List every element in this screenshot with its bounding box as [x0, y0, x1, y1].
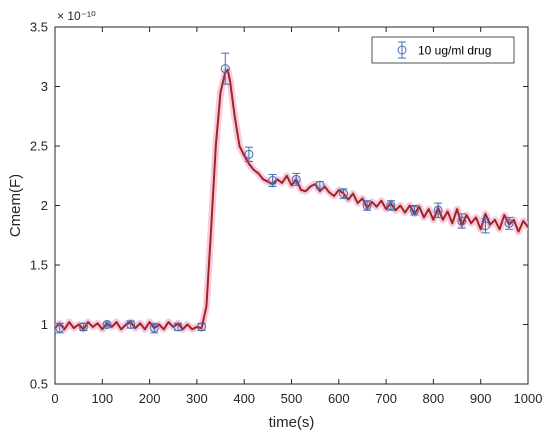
data-point [409, 205, 419, 216]
data-point [362, 200, 372, 211]
x-tick-label: 0 [51, 391, 58, 406]
data-point-marker [244, 149, 254, 159]
data-point [173, 322, 183, 332]
data-point-marker [457, 216, 467, 226]
x-axis-title: time(s) [269, 414, 315, 431]
series-line [55, 68, 528, 331]
data-point-marker [173, 322, 183, 332]
series-layer [55, 66, 528, 333]
data-point [55, 322, 65, 334]
data-point-marker [291, 174, 301, 184]
y-tick-label: 1.5 [30, 258, 48, 273]
legend-label: 10 ug/ml drug [418, 44, 491, 58]
x-tick-label: 700 [375, 391, 397, 406]
data-point-marker [409, 205, 419, 215]
data-point-marker [197, 322, 207, 332]
x-tick-label: 800 [423, 391, 445, 406]
data-point [386, 200, 396, 211]
y-tick-label: 3 [41, 79, 48, 94]
x-tick-label: 1000 [514, 391, 543, 406]
data-point-marker [55, 323, 65, 333]
x-tick-label: 600 [328, 391, 350, 406]
data-point-marker [126, 320, 136, 329]
data-point-marker [220, 64, 230, 74]
y-tick-label: 3.5 [30, 20, 48, 35]
data-point-marker [386, 201, 396, 210]
data-point [244, 146, 254, 162]
data-point-marker [315, 180, 325, 190]
x-tick-label: 400 [233, 391, 255, 406]
data-point [480, 218, 490, 234]
data-point-marker [149, 323, 159, 333]
data-point [268, 174, 278, 187]
data-point [291, 172, 301, 186]
data-point-marker [268, 176, 278, 186]
data-point-marker [78, 322, 88, 332]
data-point-marker [339, 189, 349, 199]
data-point-marker [102, 320, 112, 329]
y-tick-label: 0.5 [30, 377, 48, 392]
x-tick-label: 200 [139, 391, 161, 406]
legend-box [371, 36, 515, 64]
y-tick-label: 2 [41, 198, 48, 213]
data-point [504, 216, 514, 230]
x-tick-label: 500 [281, 391, 303, 406]
data-point [78, 322, 88, 332]
data-point-marker [504, 218, 514, 228]
data-point [220, 52, 230, 85]
data-point [433, 202, 443, 218]
data-point [102, 320, 112, 329]
data-point [149, 322, 159, 334]
x-tick-label: 100 [91, 391, 113, 406]
y-tick-label: 1 [41, 317, 48, 332]
data-point [339, 188, 349, 199]
legend-circle-icon [397, 45, 407, 55]
y-axis-title: Cmem(F) [7, 174, 24, 237]
legend: 10 ug/ml drug [371, 36, 515, 64]
data-point-marker [433, 205, 443, 215]
data-point [197, 322, 207, 332]
axis-ticks: 0 100 200 300 400 500 600 700 800 900 1000 0.5 1 1.5 2… [30, 20, 543, 407]
data-point [457, 213, 467, 229]
x-tick-label: 900 [470, 391, 492, 406]
data-point-marker [480, 221, 490, 231]
data-point [126, 320, 136, 329]
plot-area [54, 26, 529, 385]
x-tick-label: 300 [186, 391, 208, 406]
y-tick-label: 2.5 [30, 139, 48, 154]
data-point-marker [362, 201, 372, 210]
y-multiplier-label: × 10⁻¹⁰ [57, 9, 96, 23]
markers-layer [55, 52, 514, 334]
data-point [315, 180, 325, 190]
